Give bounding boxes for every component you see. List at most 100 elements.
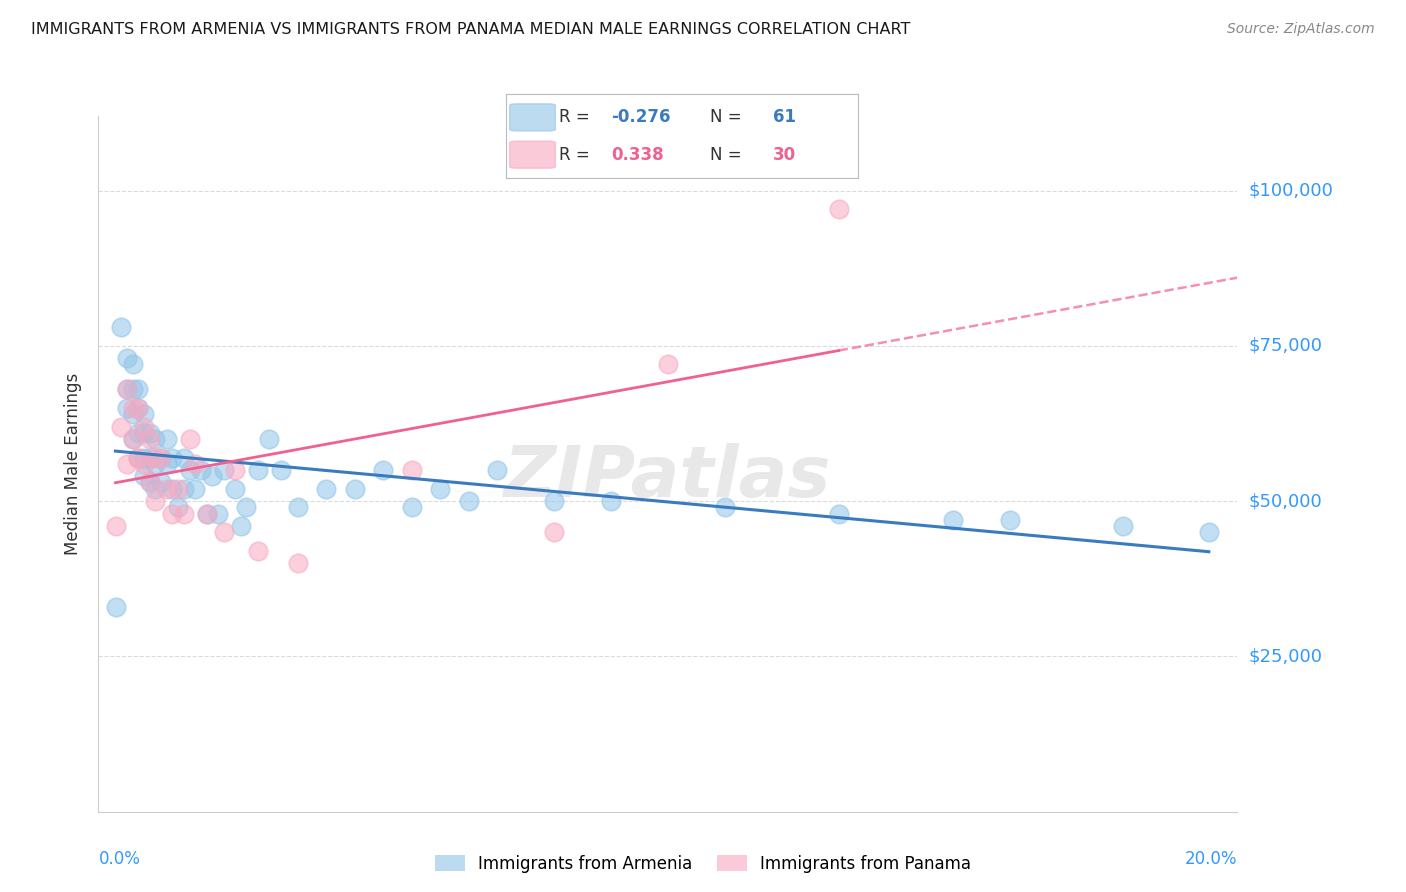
Point (184, 482, 207, 496)
Point (600, 494, 623, 508)
Text: -0.276: -0.276 (612, 109, 671, 127)
Point (184, 457, 207, 471)
Point (173, 507, 195, 521)
Point (224, 482, 246, 496)
Point (127, 382, 149, 396)
Point (195, 507, 218, 521)
Point (1198, 525, 1220, 540)
Point (173, 450, 195, 465)
Point (201, 469, 224, 483)
Point (167, 500, 190, 515)
Point (998, 513, 1021, 527)
Point (138, 475, 160, 490)
Point (270, 463, 292, 477)
Point (132, 425, 155, 440)
Point (207, 507, 229, 521)
Text: 0.338: 0.338 (612, 145, 664, 163)
Point (138, 432, 160, 446)
Point (110, 419, 132, 434)
Point (138, 450, 160, 465)
Text: IMMIGRANTS FROM ARMENIA VS IMMIGRANTS FROM PANAMA MEDIAN MALE EARNINGS CORRELATI: IMMIGRANTS FROM ARMENIA VS IMMIGRANTS FR… (31, 22, 910, 37)
Point (121, 432, 143, 446)
Point (373, 463, 395, 477)
Point (127, 401, 149, 415)
Point (229, 519, 252, 533)
Point (132, 457, 155, 471)
Point (942, 513, 965, 527)
Point (121, 382, 143, 396)
Text: N =: N = (710, 145, 741, 163)
Point (115, 382, 138, 396)
Point (259, 432, 281, 446)
Text: N =: N = (710, 109, 741, 127)
Point (104, 519, 127, 533)
Point (543, 494, 565, 508)
Point (132, 469, 155, 483)
Point (1112, 519, 1135, 533)
Point (828, 202, 851, 216)
Point (714, 500, 737, 515)
Point (401, 463, 423, 477)
Point (150, 450, 173, 465)
Text: 30: 30 (773, 145, 796, 163)
Point (121, 358, 143, 372)
Point (657, 358, 679, 372)
Point (115, 382, 138, 396)
Point (543, 525, 565, 540)
FancyBboxPatch shape (509, 103, 555, 131)
Text: R =: R = (560, 109, 589, 127)
Point (212, 525, 235, 540)
Legend: Immigrants from Armenia, Immigrants from Panama: Immigrants from Armenia, Immigrants from… (427, 848, 979, 880)
Point (145, 450, 167, 465)
Point (212, 463, 235, 477)
Point (121, 407, 143, 421)
Point (167, 482, 190, 496)
Text: $100,000: $100,000 (1249, 181, 1333, 200)
Point (138, 425, 160, 440)
Point (246, 543, 269, 558)
Text: Source: ZipAtlas.com: Source: ZipAtlas.com (1227, 22, 1375, 37)
Point (162, 450, 184, 465)
Point (145, 457, 167, 471)
Point (162, 482, 184, 496)
Point (287, 556, 309, 570)
Y-axis label: Median Male Earnings: Median Male Earnings (65, 373, 83, 555)
Point (828, 507, 851, 521)
Point (190, 463, 212, 477)
Point (127, 450, 149, 465)
Point (156, 432, 179, 446)
Point (156, 457, 179, 471)
Text: R =: R = (560, 145, 589, 163)
Point (115, 401, 138, 415)
Point (127, 425, 149, 440)
Point (132, 407, 155, 421)
Point (121, 401, 143, 415)
Text: ZIPatlas: ZIPatlas (505, 443, 831, 512)
Point (173, 482, 195, 496)
Point (127, 450, 149, 465)
Point (315, 482, 337, 496)
Point (150, 475, 173, 490)
Point (429, 482, 451, 496)
Point (132, 419, 155, 434)
Point (150, 450, 173, 465)
Point (162, 507, 184, 521)
Point (145, 432, 167, 446)
Point (486, 463, 509, 477)
Text: $75,000: $75,000 (1249, 337, 1323, 355)
FancyBboxPatch shape (509, 141, 555, 169)
Text: $50,000: $50,000 (1249, 492, 1322, 510)
Text: 61: 61 (773, 109, 796, 127)
Point (121, 432, 143, 446)
Point (156, 482, 179, 496)
Point (138, 475, 160, 490)
Point (115, 457, 138, 471)
Point (287, 500, 309, 515)
Point (179, 432, 201, 446)
Text: $25,000: $25,000 (1249, 648, 1323, 665)
Text: 20.0%: 20.0% (1185, 850, 1237, 868)
Text: 0.0%: 0.0% (98, 850, 141, 868)
Point (457, 494, 479, 508)
Point (115, 351, 138, 366)
Point (195, 507, 218, 521)
